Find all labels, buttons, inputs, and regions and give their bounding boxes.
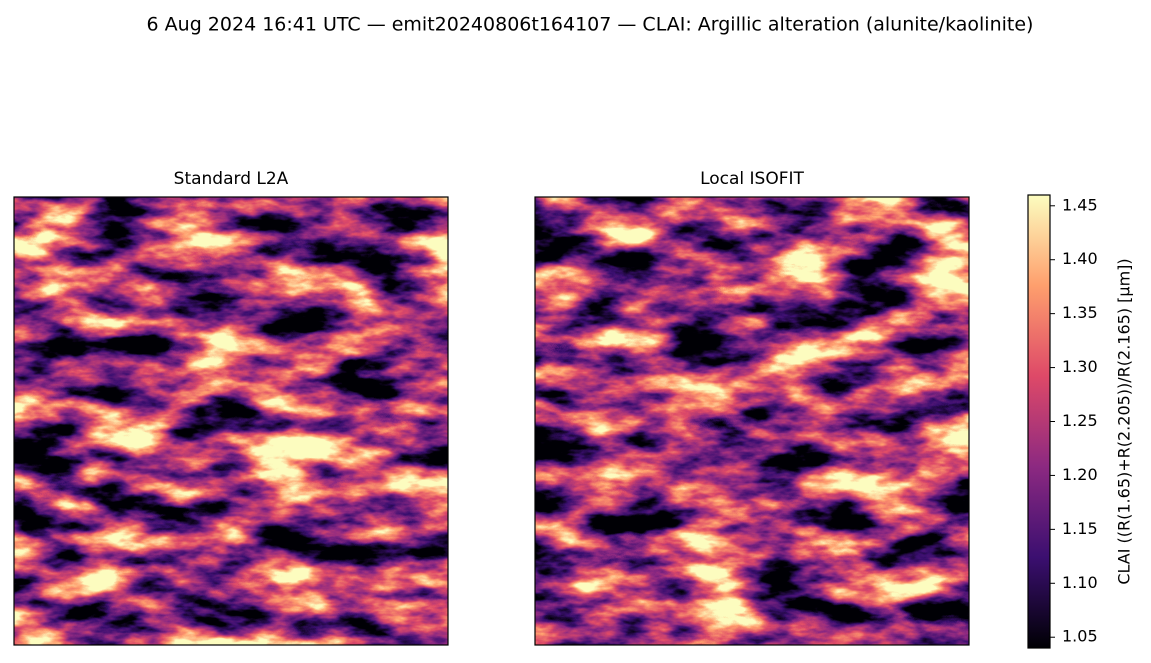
- colorbar-tick-label: 1.45: [1062, 195, 1098, 214]
- panel-frame: [534, 196, 970, 646]
- panel-frame: [13, 196, 449, 646]
- colorbar-tick-label: 1.30: [1062, 357, 1098, 376]
- colorbar-tick-label: 1.20: [1062, 465, 1098, 484]
- colorbar: [1027, 194, 1051, 649]
- colorbar-tick-label: 1.10: [1062, 573, 1098, 592]
- chart-title: 6 Aug 2024 16:41 UTC — emit20240806t1641…: [147, 14, 1034, 36]
- colorbar-tick-label: 1.35: [1062, 303, 1098, 322]
- panel-title: Local ISOFIT: [700, 169, 804, 189]
- image-raster: [535, 197, 969, 645]
- panel-title: Standard L2A: [174, 169, 289, 189]
- colorbar-tick-label: 1.25: [1062, 411, 1098, 430]
- colorbar-tick-label: 1.15: [1062, 519, 1098, 538]
- colorbar-tick-label: 1.40: [1062, 249, 1098, 268]
- image-raster: [14, 197, 448, 645]
- colorbar-tick-label: 1.05: [1062, 627, 1098, 646]
- colorbar-label: CLAI ((R(1.65)+R(2.205))/R(2.165) [µm]): [1115, 258, 1134, 584]
